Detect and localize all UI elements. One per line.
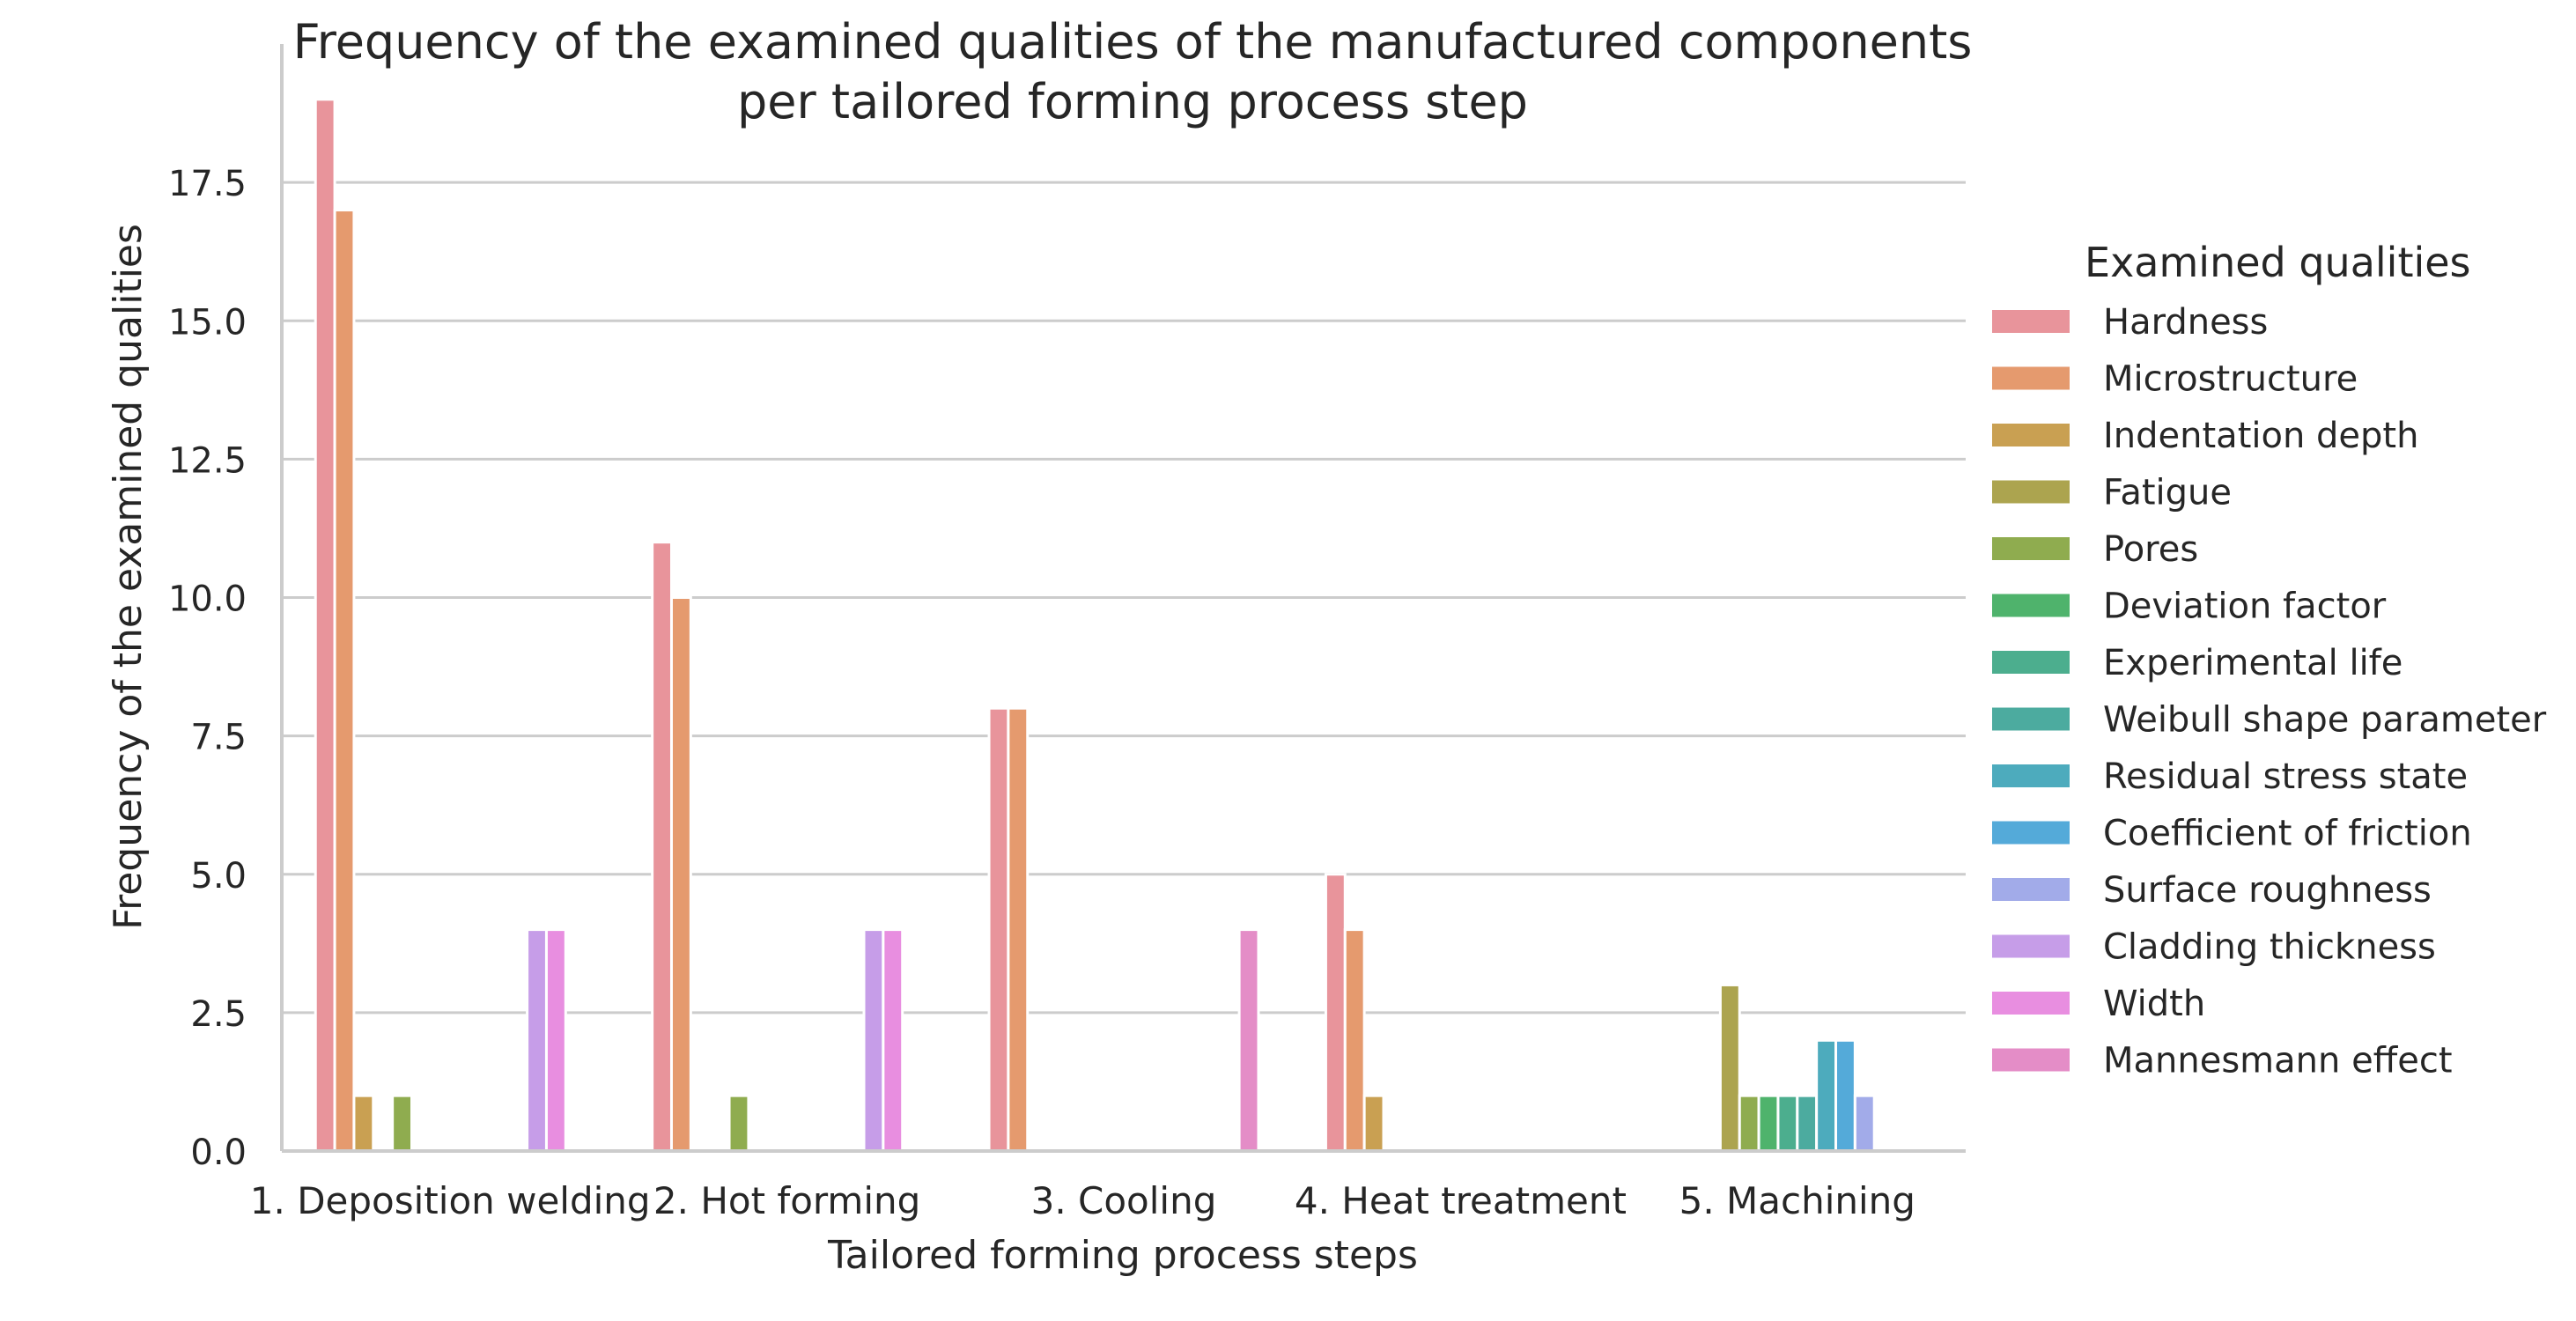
y-tick-label: 10.0: [168, 579, 247, 620]
legend-label: Hardness: [2103, 302, 2268, 343]
x-tick-label: 3. Cooling: [1031, 1179, 1217, 1222]
legend-swatch: [1992, 594, 2070, 617]
bar: [391, 1094, 413, 1153]
legend-label: Coefficient of friction: [2103, 814, 2472, 854]
bar: [1796, 1094, 1819, 1153]
legend-label: Pores: [2103, 529, 2198, 570]
legend-swatch: [1992, 934, 2070, 958]
bar: [862, 928, 885, 1153]
legend-label: Microstructure: [2103, 359, 2358, 400]
axes: [280, 44, 1966, 1153]
chart-title-line-2: per tailored forming process step: [737, 74, 1528, 129]
bar: [1237, 928, 1260, 1153]
y-tick-label: 5.0: [190, 856, 247, 897]
bar: [1834, 1038, 1856, 1153]
x-axis-label: Tailored forming process steps: [827, 1233, 1418, 1278]
y-tick-label: 12.5: [168, 440, 247, 481]
y-tick-label: 7.5: [190, 718, 247, 758]
legend-title: Examined qualities: [2085, 239, 2471, 286]
legend-swatch: [1992, 992, 2070, 1015]
x-ticks: 1. Deposition welding 2. Hot forming 3. Co…: [250, 1179, 1915, 1222]
legend-label: Width: [2103, 984, 2205, 1024]
legend-swatch: [1992, 878, 2070, 901]
legend-swatch: [1992, 366, 2070, 390]
bar: [1738, 1094, 1760, 1153]
legend-label: Indentation depth: [2103, 416, 2418, 456]
legend: Examined qualities Hardness Microstructur…: [1992, 239, 2547, 1081]
bar: [669, 596, 692, 1153]
bar: [1853, 1094, 1876, 1153]
legend-label: Fatigue: [2103, 473, 2232, 513]
bar: [526, 928, 548, 1153]
y-ticks: 0.0 2.5 5.0 7.5 10.0 12.5 15.0 17.5: [168, 164, 247, 1173]
legend-label: Cladding thickness: [2103, 927, 2436, 968]
bar: [1007, 706, 1030, 1153]
bar: [1718, 983, 1741, 1153]
legend-label: Weibull shape parameter: [2103, 700, 2547, 741]
legend-label: Surface roughness: [2103, 870, 2432, 911]
legend-swatch: [1992, 821, 2070, 845]
legend-label: Experimental life: [2103, 643, 2403, 683]
legend-swatch: [1992, 480, 2070, 504]
bar: [544, 928, 567, 1153]
legend-label: Deviation factor: [2103, 587, 2387, 627]
legend-swatch: [1992, 707, 2070, 731]
x-tick-label: 2. Hot forming: [653, 1179, 920, 1222]
bar: [314, 98, 336, 1153]
gridlines: [282, 181, 1966, 1015]
bars: [314, 98, 1876, 1153]
x-tick-label: 4. Heat treatment: [1295, 1179, 1627, 1222]
y-axis-label: Frequency of the examined qualities: [106, 224, 151, 930]
bar: [333, 209, 356, 1153]
bar: [352, 1094, 375, 1153]
bar: [987, 706, 1010, 1153]
bar: [1324, 873, 1347, 1153]
legend-swatch: [1992, 1048, 2070, 1072]
bar: [1757, 1094, 1780, 1153]
legend-label: Mannesmann effect: [2103, 1041, 2453, 1081]
legend-swatch: [1992, 537, 2070, 560]
bar: [1815, 1038, 1838, 1153]
legend-swatch: [1992, 651, 2070, 674]
chart-title-line-1: Frequency of the examined qualities of t…: [293, 14, 1973, 70]
legend-swatch: [1992, 310, 2070, 333]
legend-label: Residual stress state: [2103, 756, 2468, 797]
bar: [651, 541, 673, 1153]
legend-swatch: [1992, 764, 2070, 787]
y-tick-label: 15.0: [168, 302, 247, 343]
y-tick-label: 2.5: [190, 994, 247, 1035]
bar: [727, 1094, 750, 1153]
bar: [1343, 928, 1366, 1153]
legend-swatch: [1992, 424, 2070, 446]
y-tick-label: 0.0: [190, 1133, 247, 1173]
bar: [882, 928, 904, 1153]
y-tick-label: 17.5: [168, 164, 247, 204]
x-tick-label: 1. Deposition welding: [250, 1179, 651, 1222]
bar: [1362, 1094, 1385, 1153]
bar: [1776, 1094, 1799, 1153]
x-tick-label: 5. Machining: [1679, 1179, 1915, 1222]
